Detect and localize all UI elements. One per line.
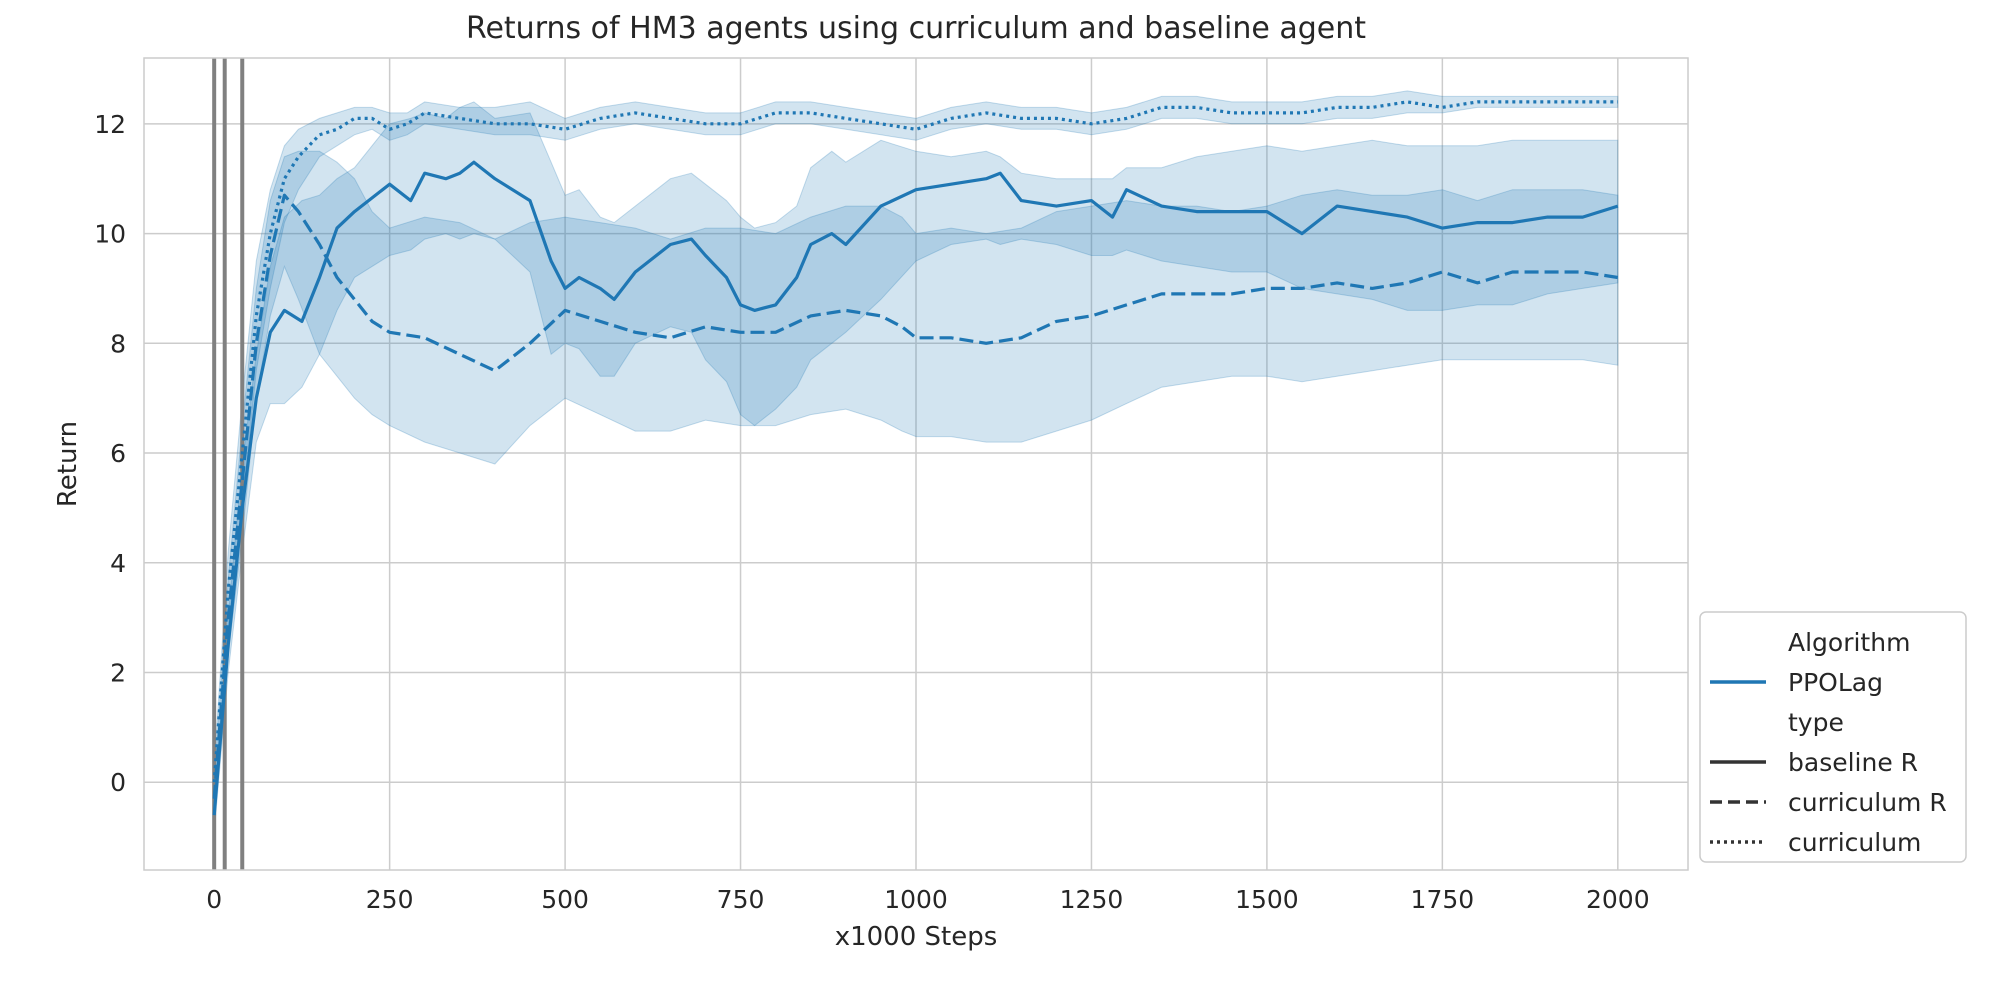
- series-line-curriculum-R: [212, 193, 1619, 799]
- legend-label-curriculum-R: curriculum R: [1788, 788, 1947, 817]
- x-tick-label: 750: [717, 885, 765, 914]
- legend-box: [1699, 611, 1967, 863]
- plot-frame: [143, 57, 1689, 871]
- chart-title: Returns of HM3 agents using curriculum a…: [466, 11, 1366, 46]
- x-tick-label: 1500: [1235, 885, 1299, 914]
- y-tick-label: 8: [110, 329, 126, 358]
- legend-label-curriculum: curriculum: [1788, 828, 1921, 857]
- series-line-curriculum: [212, 100, 1618, 783]
- legend: Algorithm PPOLag type baseline R curriculum …: [1699, 611, 1967, 863]
- grid: [144, 58, 1688, 870]
- y-tick-label: 2: [110, 658, 126, 687]
- legend-label-Algorithm: Algorithm: [1788, 628, 1910, 657]
- confidence-bands: [213, 90, 1619, 832]
- tick-labels: 0 250 500 750 1000 1250 1500 1750 2000 0 2 4 6 8 10 12: [94, 110, 1649, 914]
- x-tick-label: 2000: [1586, 885, 1650, 914]
- y-axis-label: Return: [53, 421, 83, 507]
- y-tick-label: 4: [110, 549, 126, 578]
- x-tick-label: 1250: [1060, 885, 1124, 914]
- legend-label-PPOLag: PPOLag: [1788, 668, 1883, 697]
- confidence-band-curriculum: [213, 90, 1619, 799]
- x-tick-label: 500: [541, 885, 589, 914]
- y-tick-label: 10: [94, 220, 126, 249]
- y-tick-label: 6: [110, 439, 126, 468]
- series-lines: [212, 100, 1619, 816]
- x-axis-label: x1000 Steps: [835, 922, 998, 952]
- legend-label-baseline-R: baseline R: [1788, 748, 1918, 777]
- y-tick-label: 0: [110, 768, 126, 797]
- x-tick-label: 0: [206, 885, 222, 914]
- x-tick-label: 250: [366, 885, 414, 914]
- confidence-band-curriculum-R: [213, 150, 1619, 816]
- y-tick-label: 12: [94, 110, 126, 139]
- confidence-band-baseline-R: [213, 101, 1619, 832]
- vertical-markers: [212, 58, 245, 870]
- legend-label-type: type: [1788, 708, 1844, 737]
- x-tick-label: 1000: [884, 885, 948, 914]
- series-line-baseline-R: [212, 160, 1619, 816]
- x-tick-label: 1750: [1411, 885, 1475, 914]
